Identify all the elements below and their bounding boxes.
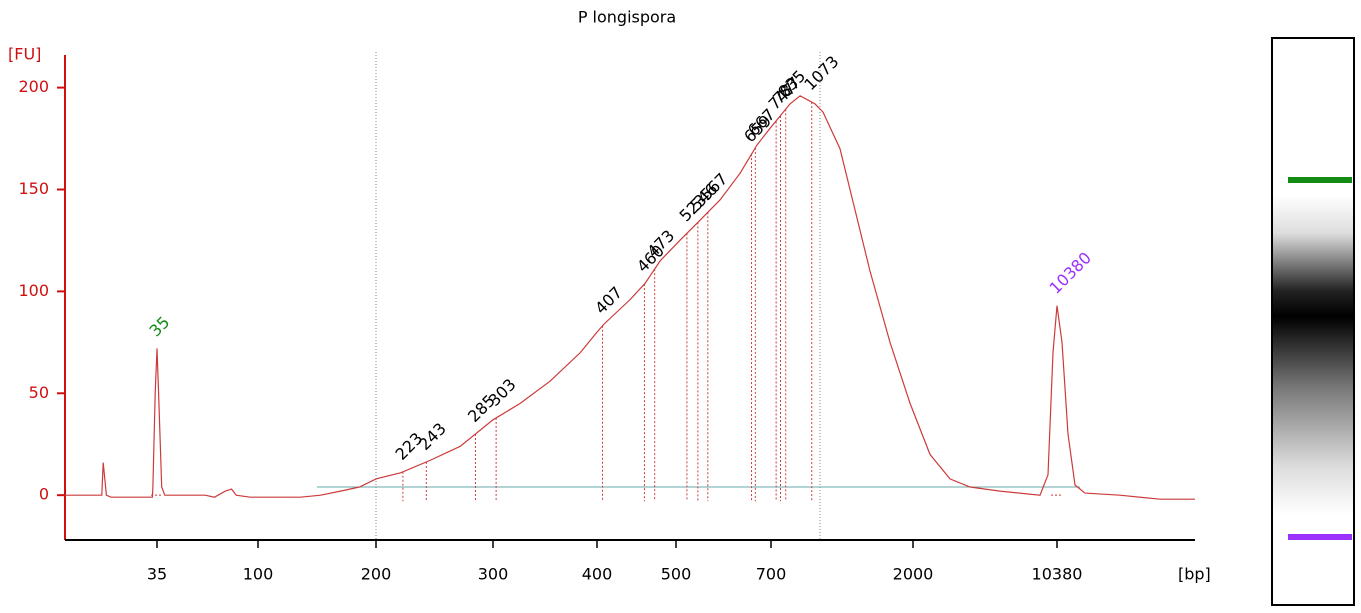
x-tick-label: 700 [756, 565, 787, 584]
gel-band [1288, 177, 1352, 183]
y-tick-label: 100 [18, 281, 49, 300]
x-tick-label: 200 [361, 565, 392, 584]
y-tick-label: 0 [39, 485, 49, 504]
x-tick-label: 500 [661, 565, 692, 584]
peak-label: 1073 [800, 52, 842, 94]
y-tick-label: 150 [18, 179, 49, 198]
x-tick-label: 400 [582, 565, 613, 584]
y-tick-label: 50 [29, 383, 49, 402]
y-axis-label: [FU] [8, 45, 41, 64]
trace [65, 95, 1195, 500]
x-axis-label: [bp] [1178, 565, 1211, 584]
x-tick-label: 10380 [1032, 565, 1083, 584]
y-tick-label: 200 [18, 77, 49, 96]
x-tick-label: 2000 [893, 565, 934, 584]
marker-label: 35 [146, 313, 174, 341]
x-tick-label: 300 [478, 565, 509, 584]
chart-title: P longispora [578, 8, 676, 27]
peak-label: 407 [591, 283, 626, 318]
gel-smear [1273, 195, 1353, 515]
x-tick-label: 35 [147, 565, 167, 584]
x-tick-label: 100 [243, 565, 274, 584]
gel-band [1288, 534, 1352, 540]
marker-label: 10380 [1046, 248, 1095, 297]
peak-label: 243 [415, 419, 450, 454]
